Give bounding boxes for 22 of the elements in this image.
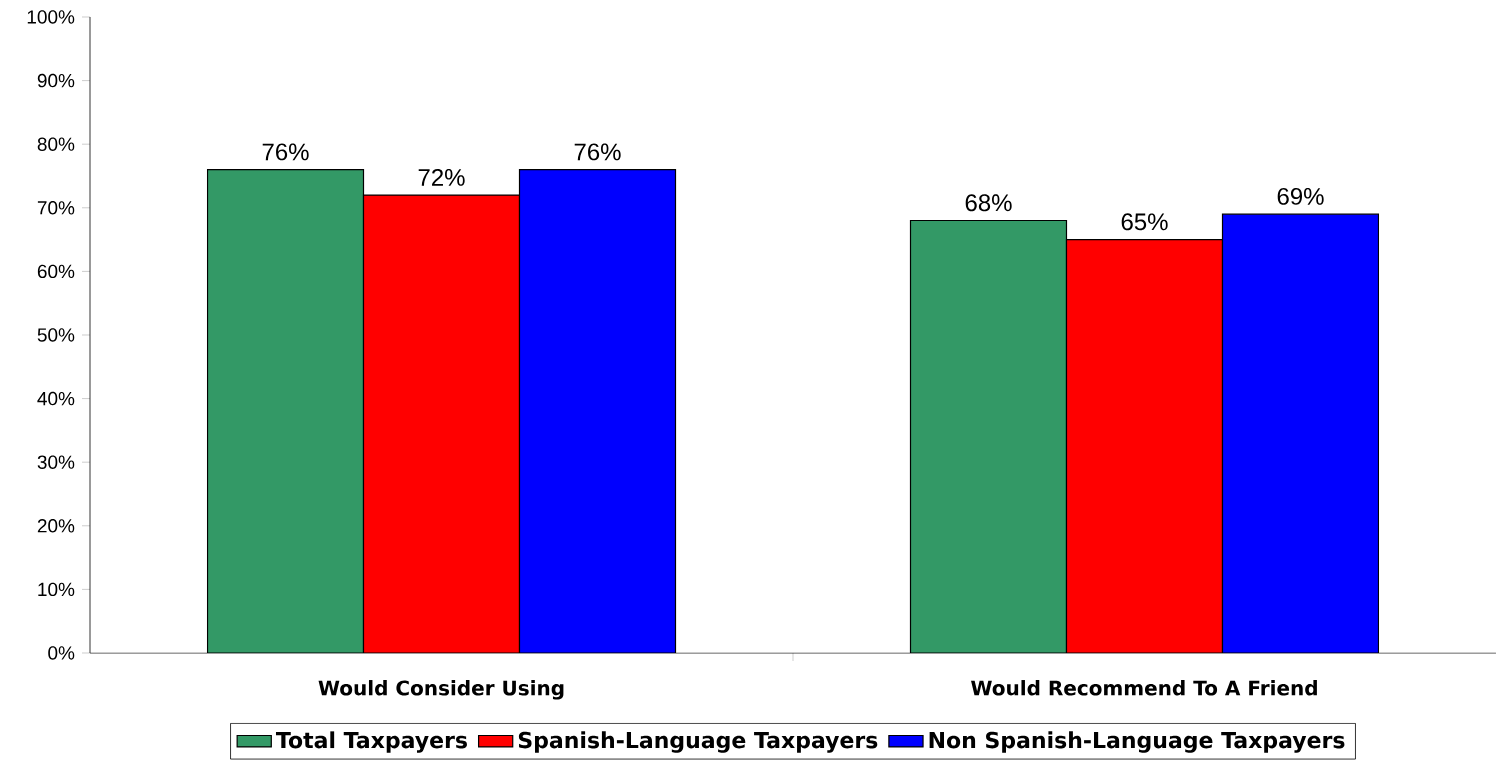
legend-label: Spanish-Language Taxpayers <box>518 731 878 753</box>
x-tick-label: Would Consider Using <box>318 680 564 700</box>
legend-label: Non Spanish-Language Taxpayers <box>929 731 1345 753</box>
y-tick-label: 90% <box>37 73 75 88</box>
y-tick-label: 70% <box>37 201 75 215</box>
y-tick-label: 80% <box>37 137 75 151</box>
data-label: 76% <box>574 143 621 161</box>
data-label: 72% <box>418 168 465 186</box>
y-tick-label: 20% <box>37 519 75 533</box>
data-label: 69% <box>1277 187 1324 205</box>
x-tick-label: Would Recommend To A Friend <box>971 680 1317 696</box>
y-tick-label: 40% <box>37 391 75 406</box>
legend-label: Total Taxpayers <box>275 731 467 753</box>
data-label: 68% <box>965 194 1012 212</box>
data-label: 65% <box>1121 213 1168 231</box>
data-label: 76% <box>262 143 309 161</box>
y-tick-label: 50% <box>37 328 75 342</box>
y-tick-label: 100% <box>27 10 75 24</box>
y-tick-label: 30% <box>37 455 75 469</box>
y-tick-label: 10% <box>38 582 75 597</box>
y-tick-label: 0% <box>48 646 75 660</box>
y-tick-label: 60% <box>37 264 75 279</box>
